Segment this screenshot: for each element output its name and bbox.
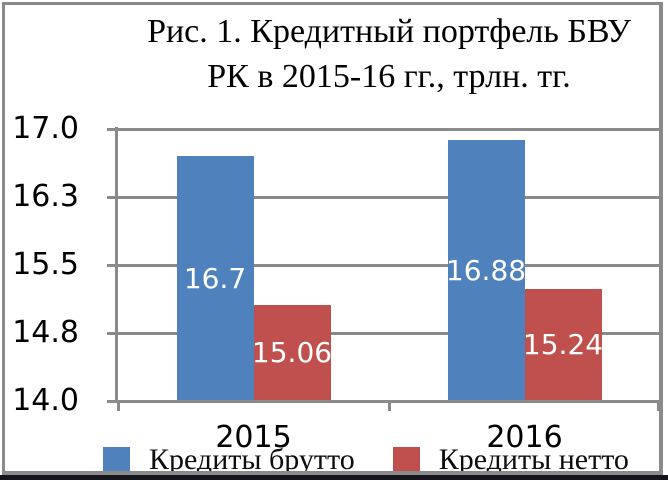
gridline [118,195,660,199]
legend-label: Кредиты брутто [149,443,355,476]
data-label: 16.7 [183,262,247,296]
y-axis-tick [107,331,118,335]
data-label: 15.06 [251,336,333,370]
figure-border-top [2,2,663,5]
legend-swatch [103,446,130,474]
chart-title-line-1: Рис. 1. Кредитный портфель БВУ [147,13,631,50]
bar-net-2016: 15.24 [522,288,604,402]
figure-border-right [659,2,663,475]
x-axis-tick [116,403,120,411]
bar-net-2015: 15.06 [251,304,333,402]
figure-bottom-dark-strip [0,475,668,480]
gridline [118,127,660,131]
gridline [118,331,660,335]
chart-title: Рис. 1. Кредитный портфель БВУ РК в 2015… [118,9,660,99]
figure-border-left [2,2,5,475]
y-axis-label: 17.0 [12,111,79,146]
bar-gross-2015: 16.7 [176,156,254,402]
y-axis-label: 14.0 [12,383,79,418]
bar-gross-2016: 16.88 [445,139,527,402]
legend-label: Кредиты нетто [438,443,629,476]
x-axis-tick [656,403,660,411]
y-axis-tick [107,195,118,199]
figure-border-bottom [2,471,663,475]
y-axis-line [115,127,118,403]
x-axis-line [107,400,660,403]
gridline [118,263,660,267]
data-label: 16.88 [445,253,527,287]
legend-item-net: Кредиты нетто [392,443,629,476]
y-axis-label: 14.8 [12,315,79,350]
legend-item-gross: Кредиты брутто [103,444,355,476]
x-axis-label: 2016 [486,420,563,455]
y-axis-tick [107,127,118,131]
legend-swatch [392,446,420,474]
x-axis-tick [387,403,391,411]
y-axis-label: 16.3 [12,179,79,214]
chart-title-line-2: РК в 2015-16 гг., трлн. тг. [207,58,571,95]
legend: Кредиты брутто Кредиты нетто [103,444,629,476]
x-axis-label: 2015 [215,420,292,455]
y-axis-label: 15.5 [12,247,79,282]
y-axis-tick [107,263,118,267]
data-label: 15.24 [522,328,604,362]
